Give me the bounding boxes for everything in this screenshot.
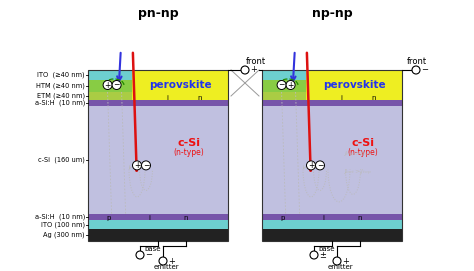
Bar — [262, 92, 402, 100]
Text: (n-type): (n-type) — [347, 147, 378, 157]
Text: n: n — [372, 95, 376, 101]
Text: c-Si: c-Si — [351, 138, 374, 148]
Text: +: + — [342, 256, 349, 266]
Bar — [132, 70, 228, 100]
Text: −: − — [421, 66, 428, 75]
Text: emitter: emitter — [327, 264, 353, 270]
Circle shape — [286, 80, 295, 89]
Bar — [88, 92, 228, 100]
Text: np-np: np-np — [312, 7, 352, 20]
Text: (n-type): (n-type) — [173, 147, 204, 157]
Circle shape — [412, 66, 420, 74]
Text: ±: ± — [319, 250, 326, 260]
Circle shape — [112, 80, 121, 89]
Text: −: − — [143, 161, 149, 170]
Bar — [262, 106, 402, 214]
Text: ITO  (≥40 nm): ITO (≥40 nm) — [37, 72, 85, 78]
Bar — [262, 100, 402, 106]
Text: base: base — [145, 246, 161, 252]
Text: i: i — [323, 215, 325, 221]
Text: n: n — [198, 95, 202, 101]
Text: front: front — [246, 57, 266, 66]
Bar — [88, 220, 228, 229]
Text: −: − — [278, 80, 285, 89]
Text: pn-np: pn-np — [137, 7, 178, 20]
Text: n: n — [358, 215, 362, 221]
Bar — [88, 100, 228, 106]
Text: p: p — [281, 215, 285, 221]
Circle shape — [136, 251, 144, 259]
Text: base: base — [319, 246, 335, 252]
Bar — [262, 220, 402, 229]
Text: Ag (300 nm): Ag (300 nm) — [44, 232, 85, 238]
Circle shape — [310, 251, 318, 259]
Circle shape — [277, 80, 286, 89]
Bar — [262, 229, 402, 241]
Text: c-Si: c-Si — [177, 138, 201, 148]
Bar — [262, 70, 402, 80]
Text: ITO (100 nm): ITO (100 nm) — [41, 221, 85, 228]
Text: +: + — [287, 80, 294, 89]
Text: ETM (≥40 nm): ETM (≥40 nm) — [37, 93, 85, 99]
Text: +: + — [168, 256, 175, 266]
Text: −: − — [113, 80, 120, 89]
Bar — [262, 214, 402, 220]
Bar — [88, 214, 228, 220]
Circle shape — [159, 257, 167, 265]
Text: i: i — [167, 95, 169, 101]
Circle shape — [241, 66, 249, 74]
Text: p: p — [107, 215, 111, 221]
Text: +: + — [308, 161, 314, 170]
Circle shape — [142, 161, 151, 170]
Text: −: − — [145, 250, 152, 260]
Text: HTM (≥40 nm): HTM (≥40 nm) — [36, 83, 85, 89]
Circle shape — [307, 161, 316, 170]
Text: c-Si  (160 um): c-Si (160 um) — [38, 157, 85, 163]
Text: −: − — [317, 161, 323, 170]
Text: +: + — [250, 66, 257, 75]
Text: perovskite: perovskite — [323, 80, 386, 90]
Bar — [88, 80, 228, 92]
Text: $J_{top}{>}J_{bot}$: $J_{top}{>}J_{bot}$ — [343, 150, 372, 160]
Text: $J_{bot}{>}J_{top}$: $J_{bot}{>}J_{top}$ — [343, 168, 372, 178]
Bar — [306, 70, 402, 100]
Text: perovskite: perovskite — [149, 80, 212, 90]
Text: n: n — [184, 215, 188, 221]
Bar — [88, 70, 228, 80]
Text: a-Si:H  (10 nm): a-Si:H (10 nm) — [35, 100, 85, 106]
Text: i: i — [149, 215, 151, 221]
Circle shape — [316, 161, 325, 170]
Circle shape — [103, 80, 112, 89]
Text: emitter: emitter — [153, 264, 179, 270]
Bar — [262, 70, 402, 241]
Circle shape — [133, 161, 142, 170]
Bar — [88, 106, 228, 214]
Bar — [88, 229, 228, 241]
Text: a-Si:H  (10 nm): a-Si:H (10 nm) — [35, 214, 85, 220]
Circle shape — [333, 257, 341, 265]
Text: +: + — [134, 161, 140, 170]
Text: +: + — [104, 80, 111, 89]
Bar — [88, 70, 228, 241]
Text: front: front — [407, 57, 427, 66]
Bar — [262, 80, 402, 92]
Text: i: i — [341, 95, 343, 101]
